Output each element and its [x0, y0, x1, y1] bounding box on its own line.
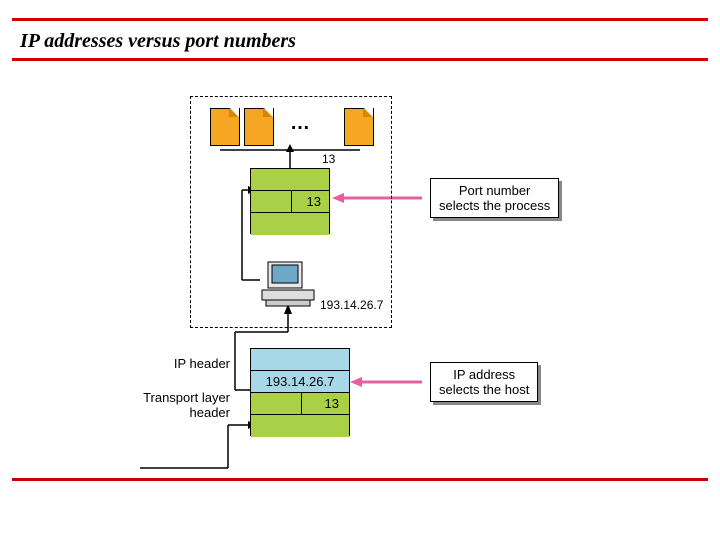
computer-ip-label: 193.14.26.7 — [320, 298, 383, 312]
label-ip-header: IP header — [110, 356, 230, 371]
computer-icon — [260, 260, 316, 315]
process-file-3 — [344, 108, 372, 144]
upper-row-1-text: 13 — [307, 194, 321, 209]
process-file-1 — [210, 108, 238, 144]
upper-packet: 13 — [250, 168, 330, 234]
lower-row-2-text: 13 — [325, 396, 339, 411]
page-title: IP addresses versus port numbers — [20, 30, 296, 53]
lower-row-1-text: 193.14.26.7 — [266, 374, 335, 389]
label-transport-line2: header — [90, 405, 230, 420]
callout-ip-line1: IP address — [439, 367, 529, 382]
lower-row-2-divider — [301, 393, 302, 414]
bottom-rule — [12, 478, 708, 481]
lower-row-0 — [251, 349, 349, 371]
lower-row-3 — [251, 415, 349, 437]
top-rule-2 — [12, 58, 708, 61]
lower-row-2: 13 — [251, 393, 349, 415]
upper-row-0 — [251, 169, 329, 191]
callout-port-line2: selects the process — [439, 198, 550, 213]
callout-port-line1: Port number — [439, 183, 550, 198]
label-transport-header: Transport layer header — [90, 390, 230, 420]
upper-row-2 — [251, 213, 329, 235]
label-transport-line1: Transport layer — [90, 390, 230, 405]
callout-ip: IP address selects the host — [430, 362, 538, 402]
lower-packet: 193.14.26.7 13 — [250, 348, 350, 436]
upper-row-1: 13 — [251, 191, 329, 213]
top-rule-1 — [12, 18, 708, 21]
lower-row-1: 193.14.26.7 — [251, 371, 349, 393]
process-file-2 — [244, 108, 272, 144]
ellipsis: … — [290, 112, 310, 135]
callout-ip-line2: selects the host — [439, 382, 529, 397]
upper-row-1-divider — [291, 191, 292, 212]
callout-port: Port number selects the process — [430, 178, 559, 218]
port-number-label: 13 — [322, 152, 335, 166]
diagram-area: … 13 13 Port number selects the process … — [120, 90, 600, 470]
